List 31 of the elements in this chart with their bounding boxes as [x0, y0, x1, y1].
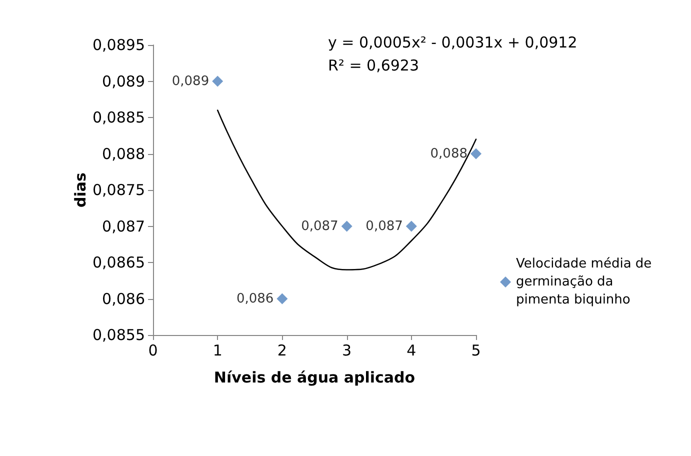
x-tick-label: 3	[342, 342, 352, 360]
line-series	[216, 110, 477, 270]
x-tick-label: 2	[277, 342, 287, 360]
data-label: 0,088	[430, 146, 468, 162]
point	[276, 293, 288, 304]
data-label: 0,087	[301, 218, 338, 234]
x-tick-label: 5	[471, 342, 481, 360]
legend-label: Velocidade média de germinação da pimenta biquinho	[516, 256, 656, 308]
y-tick-label: 0,0865	[92, 254, 145, 272]
point	[341, 220, 352, 232]
x-tick-label: 0	[148, 342, 158, 360]
data-label: 0,087	[366, 218, 403, 234]
y-tick-label: 0,0895	[92, 36, 145, 54]
data-label: 0,089	[172, 74, 210, 89]
point	[212, 76, 224, 87]
y-tick-label: 0,089	[102, 72, 145, 90]
annotation: R² = 0,6923	[328, 56, 420, 74]
y-axis-title: dias	[72, 172, 90, 208]
x-axis-title: Níveis de água aplicado	[214, 368, 416, 386]
point	[470, 148, 482, 160]
y-tick-label: 0,0855	[92, 326, 145, 344]
y-tick-label: 0,088	[102, 144, 145, 163]
point	[406, 220, 417, 232]
x-tick-label: 4	[406, 342, 416, 360]
x-tick-label: 1	[212, 342, 222, 360]
y-tick-label: 0,0885	[92, 108, 145, 126]
annotation: y = 0,0005x² - 0,0031x + 0,0912	[328, 34, 578, 52]
y-tick-label: 0,0875	[92, 181, 145, 199]
data-label: 0,086	[236, 291, 274, 306]
y-tick-label: 0,087	[102, 217, 145, 236]
y-tick-label: 0,086	[102, 290, 145, 308]
